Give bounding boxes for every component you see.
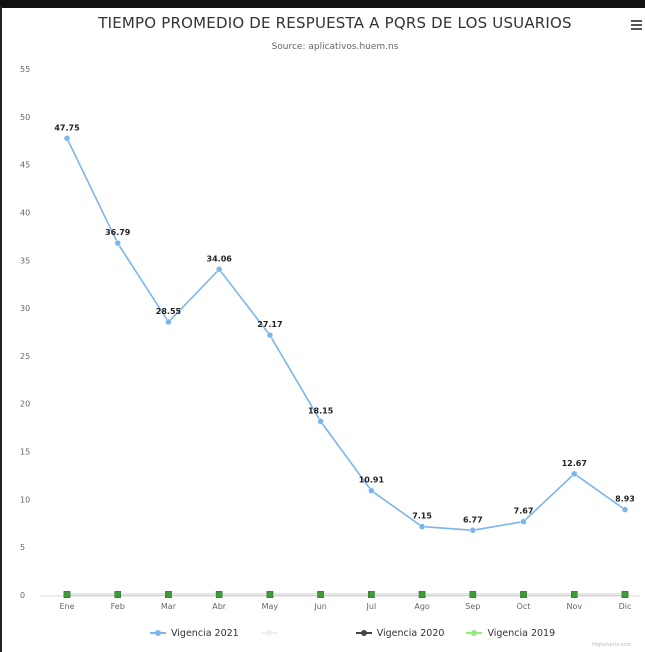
chart-legend: Vigencia 2021 Vigencia 2020 Vigencia 201…: [150, 626, 555, 640]
legend-label: Vigencia 2020: [376, 627, 445, 639]
data-label: 28.55: [156, 307, 182, 316]
data-point: [571, 470, 578, 478]
data-point: [165, 318, 172, 326]
data-point: [520, 518, 527, 525]
chart-subtitle: Source: aplicativos.huem.ns: [271, 42, 399, 52]
x-tick-label: Jul: [366, 602, 377, 611]
data-point-marker: [114, 591, 121, 598]
top-dark-bar: [0, 0, 645, 8]
y-tick-label: 45: [20, 161, 30, 170]
data-point-marker: [571, 591, 578, 598]
data-point-marker: [266, 591, 274, 598]
data-label: 36.79: [105, 228, 131, 237]
y-tick-label: 10: [20, 495, 30, 504]
y-tick-label: 25: [20, 352, 30, 361]
x-tick-label: Abr: [212, 602, 227, 611]
data-point-marker: [165, 591, 172, 598]
top-bar-fragment: [0, 0, 40, 7]
legend-item-vigencia-2021[interactable]: Vigencia 2021: [150, 628, 239, 639]
x-tick-label: Nov: [566, 602, 582, 611]
x-tick-label: Ago: [414, 602, 430, 611]
legend-item-hidden-series[interactable]: [260, 629, 334, 637]
data-label: 6.77: [463, 515, 483, 524]
x-tick-label: Mar: [161, 602, 177, 611]
data-point: [114, 239, 121, 247]
y-tick-label: 55: [20, 65, 30, 74]
data-label: 10.91: [359, 476, 385, 485]
legend-label: Vigencia 2019: [487, 627, 556, 639]
y-tick-label: 20: [20, 400, 30, 409]
y-tick-label: 30: [20, 304, 30, 313]
x-tick-label: May: [262, 602, 279, 611]
credits-text: Highcharts.com: [592, 642, 632, 648]
legend-item-vigencia-2019[interactable]: Vigencia 2019: [466, 628, 555, 639]
data-label: 8.93: [615, 495, 635, 504]
data-label: 27.17: [257, 320, 282, 329]
legend-symbol-hidden: [260, 629, 277, 637]
x-tick-label: Feb: [111, 602, 125, 611]
y-tick-label: 5: [20, 543, 25, 552]
data-point: [368, 487, 375, 494]
data-point-marker: [368, 591, 375, 598]
y-tick-label: 50: [20, 113, 30, 122]
y-tick-label: 40: [20, 208, 30, 217]
chart-container: [0, 6, 644, 652]
x-tick-label: Ene: [59, 602, 74, 611]
data-point-marker: [469, 591, 477, 598]
data-label: 7.15: [412, 512, 432, 521]
legend-label: Vigencia 2021: [171, 627, 239, 639]
data-point: [621, 506, 629, 513]
x-tick-label: Sep: [465, 602, 480, 611]
menu-icon-bar: [631, 20, 642, 22]
data-label: 34.06: [207, 254, 233, 263]
data-point: [215, 266, 223, 273]
data-label: 12.67: [562, 459, 587, 468]
data-point-marker: [520, 591, 527, 598]
legend-symbol-2021: [150, 629, 166, 637]
y-tick-label: 35: [20, 256, 30, 265]
legend-symbol-2019: [466, 629, 483, 637]
data-point: [63, 135, 71, 142]
chart-title: TIEMPO PROMEDIO DE RESPUESTA A PQRS DE L…: [98, 14, 572, 32]
legend-item-vigencia-2020[interactable]: Vigencia 2020: [355, 627, 445, 639]
data-point: [317, 418, 324, 425]
data-label: 7.67: [514, 507, 534, 516]
data-point-marker: [418, 591, 426, 598]
data-label: 18.15: [308, 406, 334, 415]
data-label: 47.75: [54, 123, 80, 132]
x-tick-label: Oct: [517, 602, 531, 611]
data-point-marker: [63, 591, 71, 598]
x-tick-label: Jun: [313, 602, 327, 611]
data-point: [266, 331, 274, 339]
menu-icon-bar: [631, 24, 642, 26]
legend-symbol-2020: [355, 629, 372, 637]
top-bar-fragment: [380, 0, 425, 7]
data-point: [469, 527, 477, 534]
hamburger-menu-icon[interactable]: [631, 20, 642, 32]
data-point: [418, 523, 426, 530]
data-point-marker: [317, 591, 324, 598]
menu-icon-bar: [631, 28, 642, 30]
top-bar-fragment: [560, 0, 610, 7]
data-point-marker: [621, 591, 629, 598]
data-point-marker: [215, 591, 223, 598]
y-tick-label: 15: [20, 448, 30, 457]
x-tick-label: Dic: [619, 602, 632, 611]
y-tick-label: 0: [20, 591, 25, 600]
top-bar-fragment: [220, 0, 250, 7]
series-line: [66, 137, 626, 532]
